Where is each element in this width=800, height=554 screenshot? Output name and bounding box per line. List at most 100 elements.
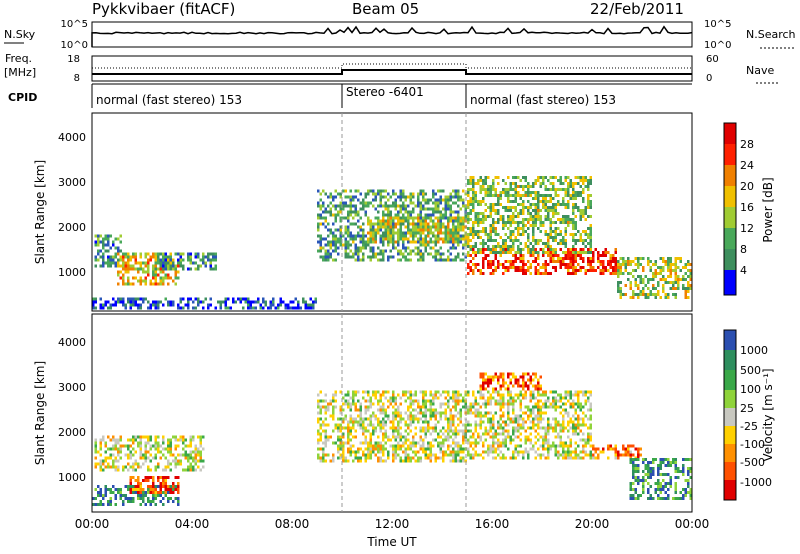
echo-cell [427,399,430,403]
echo-cell [669,263,672,266]
echo-cell [642,485,645,488]
echo-cell [462,201,465,205]
echo-cell [142,435,145,439]
echo-cell [534,239,537,242]
echo-cell [114,441,117,445]
echo-cell [529,414,532,418]
echo-cell [407,216,410,220]
echo-cell [429,240,432,244]
echo-cell [512,263,515,266]
echo-cell [332,429,335,433]
echo-cell [529,396,532,400]
echo-cell [502,393,505,397]
echo-cell [572,221,575,224]
echo-cell [139,444,142,448]
echo-cell [569,185,572,188]
echo-cell [589,206,592,209]
echo-cell [639,278,642,281]
echo-cell [499,203,502,206]
echo-cell [334,213,337,217]
echo-cell [479,420,482,424]
echo-cell [589,435,592,439]
echo-cell [529,242,532,245]
echo-cell [327,405,330,409]
echo-cell [529,212,532,215]
echo-cell [639,479,642,482]
echo-cell [179,435,182,439]
echo-cell [149,476,152,479]
echo-cell [369,414,372,418]
echo-cell [557,194,560,197]
echo-cell [569,396,572,400]
echo-cell [374,198,377,202]
echo-cell [402,393,405,397]
echo-cell [159,476,162,479]
echo-cell [92,300,95,304]
echo-cell [459,411,462,415]
echo-cell [434,429,437,433]
echo-cell [489,435,492,439]
echo-cell [459,459,462,463]
echo-cell [319,246,322,250]
echo-cell [357,252,360,256]
echo-cell [399,444,402,448]
echo-cell [112,297,115,301]
echo-cell [139,276,142,280]
echo-cell [577,417,580,421]
echo-cell [544,390,547,394]
echo-cell [512,188,515,191]
echo-cell [417,456,420,460]
echo-cell [124,282,127,286]
echo-cell [607,263,610,266]
echo-cell [197,453,200,457]
echo-cell [589,215,592,218]
echo-cell [354,195,357,199]
echo-cell [359,201,362,205]
echo-cell [614,257,617,260]
echo-cell [332,195,335,199]
echo-cell [199,435,202,439]
echo-cell [537,402,540,406]
echo-cell [512,239,515,242]
echo-cell [144,479,147,482]
echo-cell [504,456,507,460]
echo-cell [632,275,635,278]
echo-cell [662,257,665,260]
echo-cell [434,192,437,196]
echo-cell [357,414,360,418]
echo-cell [537,251,540,254]
echo-cell [352,420,355,424]
echo-cell [384,420,387,424]
echo-cell [139,482,142,485]
echo-cell [362,258,365,262]
echo-cell [572,245,575,248]
echo-cell [532,248,535,251]
echo-cell [529,411,532,415]
echo-cell [214,252,217,256]
echo-cell [184,468,187,472]
echo-cell [322,459,325,463]
echo-cell [569,426,572,430]
echo-cell [172,267,175,271]
echo-cell [572,188,575,191]
echo-cell [499,236,502,239]
echo-cell [352,216,355,220]
echo-cell [484,215,487,218]
echo-cell [549,251,552,254]
echo-cell [634,257,637,260]
echo-cell [382,195,385,199]
echo-cell [147,491,150,494]
echo-cell [664,260,667,263]
echo-cell [464,243,467,247]
echo-cell [509,435,512,439]
echo-cell [384,249,387,253]
echo-cell [489,381,492,385]
echo-cell [412,417,415,421]
echo-cell [569,453,572,457]
echo-cell [382,189,385,193]
echo-cell [162,503,165,506]
echo-cell [379,219,382,223]
echo-cell [317,453,320,457]
echo-cell [517,417,520,421]
echo-cell [642,281,645,284]
